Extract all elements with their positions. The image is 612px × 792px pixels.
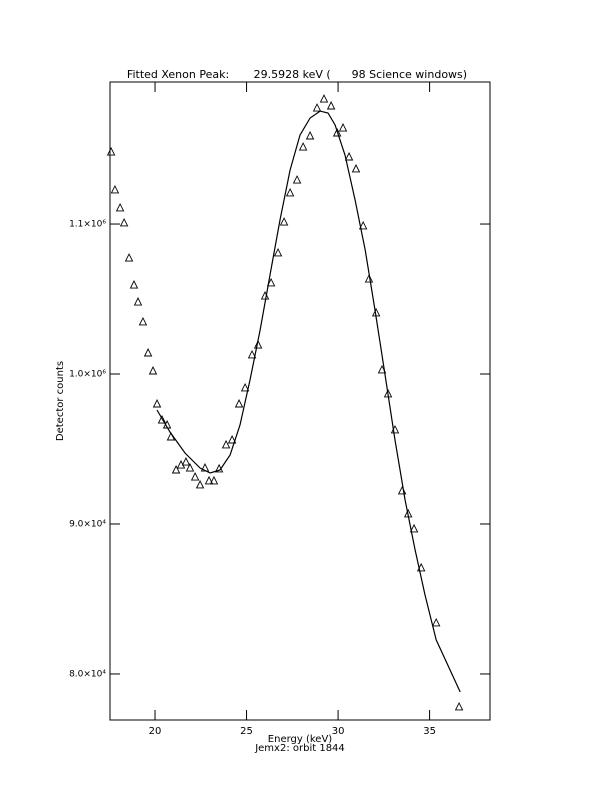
y-axis-label: Detector counts [55, 361, 66, 441]
data-point [358, 220, 368, 230]
data-point [409, 523, 419, 533]
fit-line [156, 110, 461, 693]
data-point [397, 485, 407, 495]
data-point [292, 175, 302, 184]
data-point [204, 475, 214, 485]
data-point [143, 348, 153, 357]
data-point [454, 701, 464, 711]
subtitle: Jemx2: orbit 1844 [254, 743, 345, 754]
data-point [227, 434, 237, 444]
data-point [351, 163, 361, 173]
y-tick-label: 1.1×10⁶ [69, 220, 106, 230]
data-point [209, 475, 219, 485]
data-point [312, 103, 322, 112]
data-point [234, 398, 244, 408]
data-point [338, 123, 348, 132]
y-tick-label: 1.0×10⁶ [69, 370, 106, 380]
x-tick-label: 20 [149, 726, 162, 737]
plot-frame [109, 81, 491, 721]
data-point [344, 151, 354, 161]
data-point [106, 147, 116, 156]
data-point [285, 187, 295, 197]
x-tick-label: 25 [240, 726, 253, 737]
data-point [129, 280, 139, 289]
data-point [157, 415, 167, 424]
data-point [138, 316, 148, 326]
y-tick-label: 9.0×10⁴ [69, 519, 106, 529]
y-tick-label: 8.0×10⁴ [69, 669, 106, 679]
data-point [279, 217, 289, 226]
data-point [253, 340, 263, 349]
data-point [364, 274, 374, 283]
data-point [247, 349, 257, 359]
data-point [110, 184, 120, 194]
data-point [326, 100, 336, 110]
data-point [148, 365, 158, 375]
data-point [185, 463, 195, 472]
data-point [319, 94, 329, 103]
data-point [124, 253, 134, 262]
data-point [190, 472, 200, 481]
data-point [332, 127, 342, 137]
data-point [266, 277, 276, 287]
data-point [181, 457, 191, 466]
data-point [195, 479, 205, 489]
data-point [152, 398, 162, 408]
data-point [240, 382, 250, 392]
data-point [273, 247, 283, 257]
data-point [221, 439, 231, 449]
data-point [115, 202, 125, 212]
data-point [305, 130, 315, 140]
chart-title: Fitted Xenon Peak: 29.5928 keV ( 98 Scie… [127, 68, 467, 81]
data-point [119, 217, 129, 227]
data-point [431, 617, 441, 627]
x-tick-label: 35 [423, 726, 436, 737]
data-point [298, 142, 308, 151]
data-point [133, 297, 143, 306]
data-point [260, 291, 270, 300]
x-axis-label: Energy (keV) [268, 734, 333, 745]
x-tick-label: 30 [332, 726, 345, 737]
data-point [171, 464, 181, 474]
